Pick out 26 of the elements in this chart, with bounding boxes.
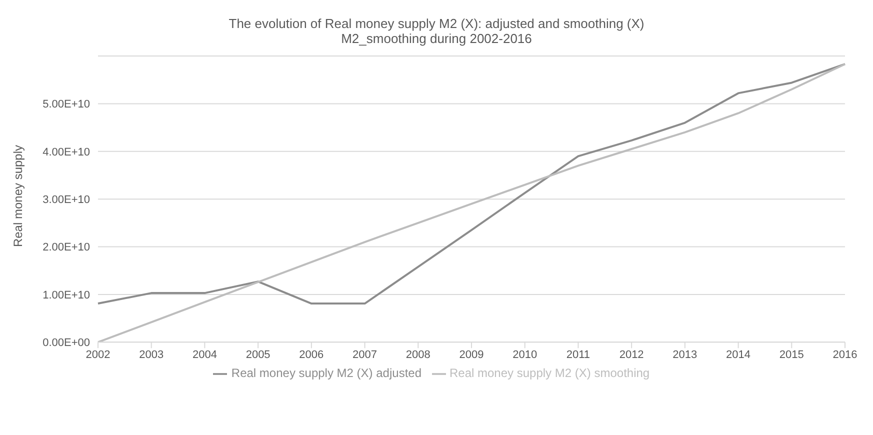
x-tick-label: 2015	[779, 348, 804, 361]
y-tick-label: 2.00E+10	[42, 242, 90, 254]
x-tick-label: 2007	[352, 348, 378, 361]
x-tick-label: 2011	[566, 348, 590, 361]
x-tick-label: 2006	[299, 348, 324, 361]
x-tick-label: 2016	[832, 348, 858, 361]
x-tick-label: 2013	[672, 348, 698, 361]
x-tick-label: 2009	[459, 348, 484, 361]
x-tick-label: 2002	[86, 348, 110, 361]
y-tick-label: 1.00E+10	[42, 289, 90, 302]
y-axis-title: Real money supply	[11, 144, 25, 248]
x-tick-label: 2005	[246, 348, 270, 361]
y-tick-label: 0.00E+00	[42, 337, 90, 350]
legend-label: Real money supply M2 (X) adjusted	[231, 366, 422, 380]
y-tick-label: 5.00E+10	[42, 98, 90, 111]
x-tick-label: 2010	[512, 348, 538, 361]
y-tick-label: 3.00E+10	[42, 194, 90, 206]
chart-subtitle: M2_smoothing during 2002-2016	[340, 31, 533, 46]
chart-title: The evolution of Real money supply M2 (X): adjusted and smoothing (X)	[228, 16, 646, 31]
x-tick-label: 2003	[139, 348, 164, 361]
x-tick-label: 2008	[406, 348, 430, 361]
y-tick-label: 4.00E+10	[42, 146, 90, 158]
x-tick-label: 2012	[619, 348, 644, 361]
legend-label: Real money supply M2 (X) smoothing	[450, 366, 650, 380]
x-tick-label: 2004	[192, 348, 217, 361]
x-tick-label: 2014	[726, 348, 751, 361]
